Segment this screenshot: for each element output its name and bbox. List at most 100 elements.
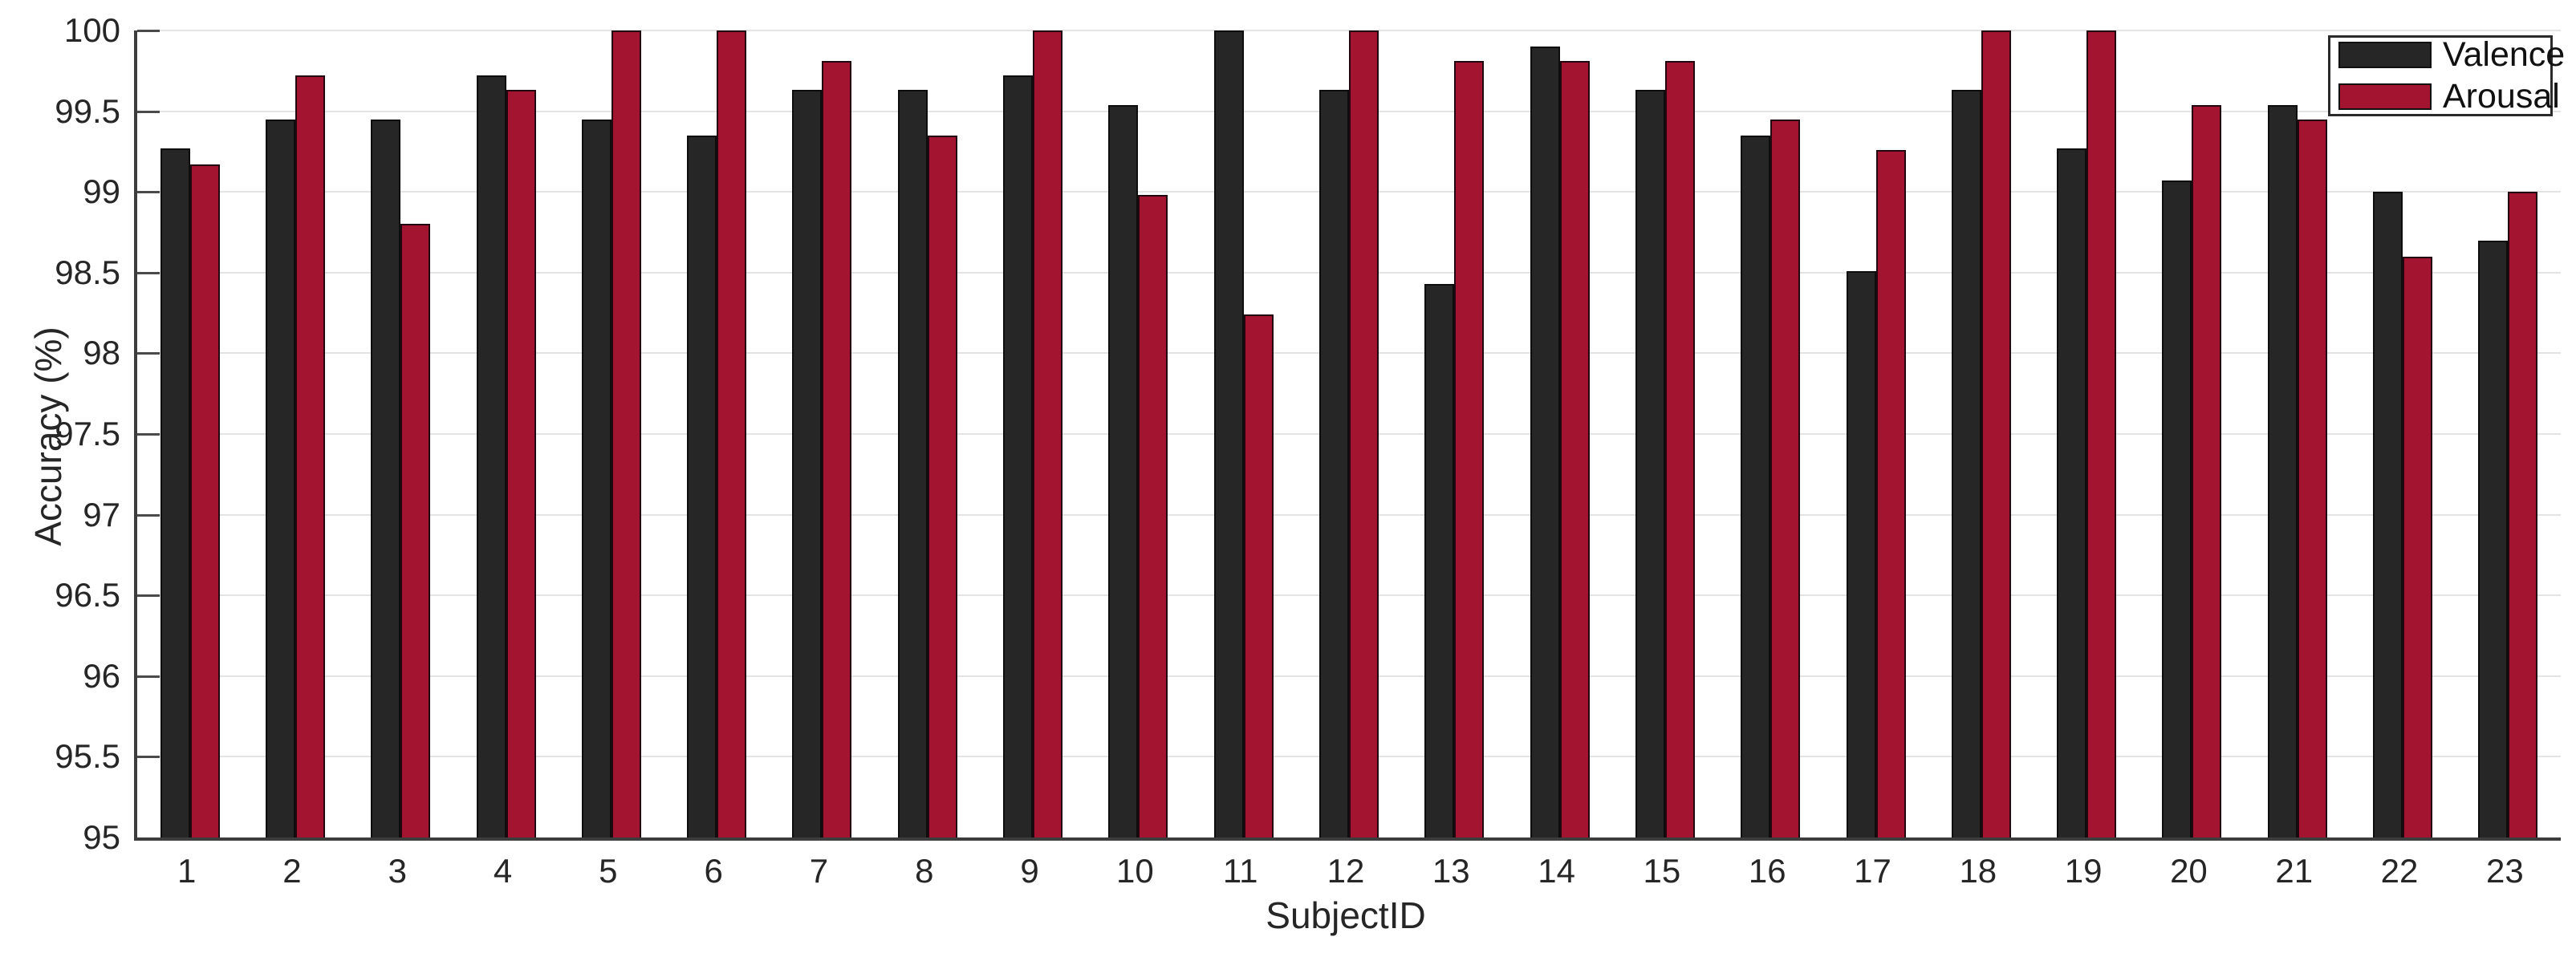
bar-valence-subject-12 xyxy=(1319,90,1349,837)
bar-valence-subject-22 xyxy=(2373,192,2403,837)
bar-arousal-subject-23 xyxy=(2508,192,2538,837)
y-tick-100 xyxy=(137,30,160,32)
bar-arousal-subject-15 xyxy=(1664,61,1695,837)
legend-item-arousal: Arousal xyxy=(2338,79,2560,114)
x-tick-label-16: 16 xyxy=(1748,852,1786,890)
legend-label-valence: Valence xyxy=(2443,35,2566,74)
y-tick-99 xyxy=(137,191,160,194)
y-tick-97.5 xyxy=(137,433,160,436)
x-tick-label-12: 12 xyxy=(1327,852,1365,890)
legend-item-valence: Valence xyxy=(2338,38,2565,72)
bar-arousal-subject-16 xyxy=(1770,119,1801,837)
x-tick-label-23: 23 xyxy=(2485,852,2524,890)
x-tick-label-22: 22 xyxy=(2380,852,2419,890)
bar-valence-subject-15 xyxy=(1635,90,1665,837)
y-tick-label-100: 100 xyxy=(63,11,120,49)
y-tick-95.5 xyxy=(137,756,160,759)
bar-arousal-subject-1 xyxy=(189,164,220,837)
bar-valence-subject-16 xyxy=(1741,135,1771,837)
legend-swatch-arousal xyxy=(2338,83,2432,110)
x-tick-label-7: 7 xyxy=(809,852,829,890)
bar-valence-subject-6 xyxy=(687,135,717,837)
bar-arousal-subject-3 xyxy=(400,224,431,837)
bar-arousal-subject-17 xyxy=(1875,149,1906,837)
bar-arousal-subject-10 xyxy=(1138,195,1168,837)
x-tick-label-18: 18 xyxy=(1959,852,1997,890)
y-tick-label-98: 98 xyxy=(83,334,120,372)
x-tick-label-2: 2 xyxy=(282,852,302,890)
bar-valence-subject-9 xyxy=(1003,75,1034,837)
legend-label-arousal: Arousal xyxy=(2443,77,2560,116)
y-tick-label-96.5: 96.5 xyxy=(55,576,120,614)
bar-arousal-subject-9 xyxy=(1033,30,1063,837)
y-tick-label-95.5: 95.5 xyxy=(55,737,120,776)
x-tick-label-20: 20 xyxy=(2170,852,2208,890)
bar-arousal-subject-12 xyxy=(1349,30,1379,837)
bar-arousal-subject-21 xyxy=(2297,119,2327,837)
bar-arousal-subject-14 xyxy=(1559,61,1590,837)
legend: Valence Arousal xyxy=(2328,35,2565,116)
x-tick-label-15: 15 xyxy=(1643,852,1681,890)
y-tick-label-96: 96 xyxy=(83,656,120,695)
y-tick-99.5 xyxy=(137,110,160,113)
x-tick-label-9: 9 xyxy=(1020,852,1039,890)
bar-arousal-subject-13 xyxy=(1454,61,1485,837)
x-tick-label-14: 14 xyxy=(1538,852,1575,890)
y-tick-label-99.5: 99.5 xyxy=(55,91,120,130)
bar-valence-subject-5 xyxy=(581,119,611,837)
y-tick-96.5 xyxy=(137,594,160,598)
bar-arousal-subject-11 xyxy=(1243,314,1274,837)
x-tick-label-21: 21 xyxy=(2275,852,2314,890)
bar-valence-subject-14 xyxy=(1530,47,1560,837)
bar-arousal-subject-4 xyxy=(506,90,536,837)
x-tick-label-17: 17 xyxy=(1854,852,1891,890)
y-tick-label-97.5: 97.5 xyxy=(55,415,120,452)
x-tick-label-8: 8 xyxy=(915,852,934,890)
bar-valence-subject-8 xyxy=(897,90,928,837)
bar-valence-subject-17 xyxy=(1846,270,1876,837)
x-axis-title: SubjectID xyxy=(1266,894,1426,936)
y-tick-label-95: 95 xyxy=(83,818,120,856)
bar-valence-subject-3 xyxy=(371,119,401,837)
x-tick-label-11: 11 xyxy=(1222,852,1258,890)
y-tick-97 xyxy=(137,513,160,517)
bar-valence-subject-13 xyxy=(1424,283,1455,837)
x-tick-label-1: 1 xyxy=(177,852,197,890)
bar-valence-subject-19 xyxy=(2057,148,2087,837)
y-tick-label-97: 97 xyxy=(83,495,120,533)
bar-arousal-subject-2 xyxy=(295,75,325,837)
bar-arousal-subject-18 xyxy=(1981,30,2011,837)
bar-valence-subject-4 xyxy=(476,75,506,837)
bar-arousal-subject-8 xyxy=(927,135,957,837)
bar-valence-subject-11 xyxy=(1213,30,1244,837)
bar-valence-subject-1 xyxy=(160,148,190,837)
y-tick-96 xyxy=(137,675,160,678)
bar-arousal-subject-5 xyxy=(611,30,641,837)
bar-valence-subject-18 xyxy=(1951,90,1981,837)
x-tick-label-6: 6 xyxy=(704,852,723,890)
bar-arousal-subject-22 xyxy=(2403,256,2433,837)
bar-arousal-subject-7 xyxy=(822,61,852,837)
bar-valence-subject-20 xyxy=(2162,180,2192,837)
x-tick-label-5: 5 xyxy=(599,852,618,890)
y-tick-label-98.5: 98.5 xyxy=(55,253,120,291)
x-tick-label-10: 10 xyxy=(1116,852,1154,890)
bar-valence-subject-21 xyxy=(2267,104,2298,837)
y-tick-label-99: 99 xyxy=(83,172,120,211)
x-tick-label-4: 4 xyxy=(493,852,513,890)
bar-arousal-subject-19 xyxy=(2086,30,2117,837)
y-tick-98.5 xyxy=(137,271,160,274)
bar-valence-subject-2 xyxy=(265,119,295,837)
bar-arousal-subject-6 xyxy=(717,30,747,837)
bar-valence-subject-10 xyxy=(1108,104,1139,837)
x-tick-label-19: 19 xyxy=(2064,852,2103,890)
legend-swatch-valence xyxy=(2338,42,2432,68)
bar-valence-subject-7 xyxy=(792,90,823,837)
bar-arousal-subject-20 xyxy=(2192,104,2222,837)
x-tick-label-13: 13 xyxy=(1432,852,1470,890)
bar-valence-subject-23 xyxy=(2478,240,2509,837)
x-tick-label-3: 3 xyxy=(388,852,407,890)
y-tick-98 xyxy=(137,352,160,355)
plot-area xyxy=(134,30,2561,841)
